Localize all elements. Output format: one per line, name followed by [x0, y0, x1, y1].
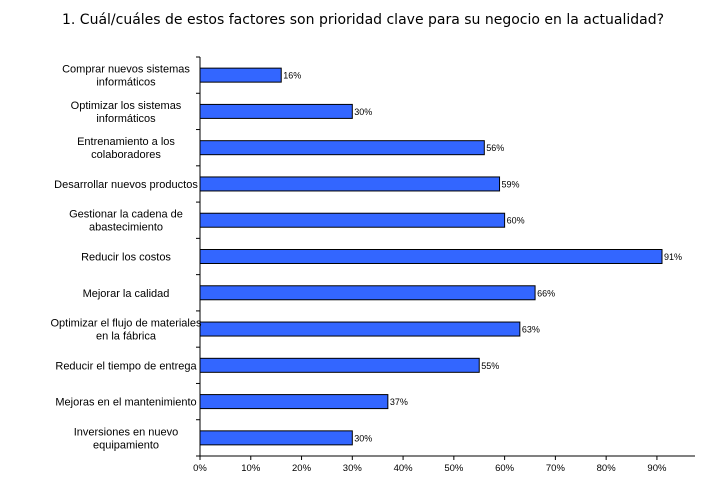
- category-label-line: informáticos: [96, 77, 156, 89]
- bar: [199, 357, 480, 373]
- category-label: Entrenamiento a los colaboradores: [77, 136, 175, 161]
- data-label: 59%: [502, 179, 520, 189]
- category-label-line: Gestionar la cadena de: [69, 209, 183, 221]
- category-label: Mejoras en el mantenimiento: [55, 397, 196, 409]
- x-tick-label: 40%: [394, 463, 414, 474]
- bars-layer: 16% 30% 56% 59% 60% 91% 66% 63% 55% 37% 30%: [199, 67, 682, 446]
- data-label: 55%: [481, 361, 499, 371]
- category-label-line: Reducir los costos: [81, 252, 171, 264]
- category-label-line: Optimizar el flujo de materiales: [50, 318, 202, 330]
- x-tick-label: 0%: [193, 463, 207, 474]
- bar: [199, 321, 521, 337]
- category-label-line: Comprar nuevos sistemas: [62, 64, 190, 76]
- category-label: Optimizar los sistemas informáticos: [71, 100, 182, 125]
- bar: [199, 67, 282, 83]
- x-tick-label: 60%: [495, 463, 515, 474]
- category-label: Inversiones en nuevo equipamiento: [74, 426, 179, 451]
- x-tick-label: 50%: [444, 463, 464, 474]
- category-label-line: informáticos: [96, 113, 156, 125]
- category-label-line: Mejoras en el mantenimiento: [55, 397, 196, 409]
- x-tick-label: 30%: [343, 463, 363, 474]
- bar: [199, 394, 389, 410]
- data-label: 91%: [664, 252, 682, 262]
- category-label-line: en la fábrica: [96, 331, 157, 343]
- category-label: Reducir los costos: [81, 252, 171, 264]
- bar: [199, 103, 353, 119]
- bar: [199, 285, 536, 301]
- category-label-line: equipamiento: [93, 439, 159, 451]
- bar: [199, 140, 485, 156]
- x-tick-label: 10%: [241, 463, 261, 474]
- data-label: 56%: [486, 143, 504, 153]
- category-label: Comprar nuevos sistemas informáticos: [62, 64, 190, 89]
- x-tick-label: 20%: [292, 463, 312, 474]
- data-label: 37%: [390, 397, 408, 407]
- category-label-line: Optimizar los sistemas: [71, 100, 182, 112]
- x-tick-label: 80%: [597, 463, 617, 474]
- data-label: 16%: [283, 71, 301, 81]
- category-label: Optimizar el flujo de materiales en la fá…: [50, 318, 202, 343]
- category-label-line: Entrenamiento a los: [77, 136, 175, 148]
- data-label: 66%: [537, 288, 555, 298]
- category-label: Reducir el tiempo de entrega: [55, 360, 197, 372]
- category-label: Mejorar la calidad: [83, 288, 170, 300]
- bar: [199, 430, 353, 446]
- data-label: 60%: [507, 216, 525, 226]
- category-label-line: colaboradores: [91, 149, 161, 161]
- x-tick-label: 70%: [546, 463, 566, 474]
- bar: [199, 176, 501, 192]
- category-label-line: abastecimiento: [89, 222, 163, 234]
- data-label: 30%: [354, 433, 372, 443]
- category-label: Gestionar la cadena de abastecimiento: [69, 209, 183, 234]
- chart-title: 1. Cuál/cuáles de estos factores son pri…: [62, 12, 665, 28]
- category-label-line: Mejorar la calidad: [83, 288, 170, 300]
- data-label: 63%: [522, 325, 540, 335]
- category-label: Desarrollar nuevos productos: [54, 179, 198, 191]
- bar: [199, 212, 506, 228]
- bar: [199, 249, 663, 264]
- category-label-line: Reducir el tiempo de entrega: [55, 360, 197, 372]
- x-tick-label: 90%: [647, 463, 667, 474]
- category-label-line: Desarrollar nuevos productos: [54, 179, 198, 191]
- data-label: 30%: [354, 107, 372, 117]
- axis-layer: 0% 10% 20% 30% 40% 50% 60% 70% 80% 90% Comprar nue…: [50, 56, 695, 474]
- category-label-line: Inversiones en nuevo: [74, 426, 179, 438]
